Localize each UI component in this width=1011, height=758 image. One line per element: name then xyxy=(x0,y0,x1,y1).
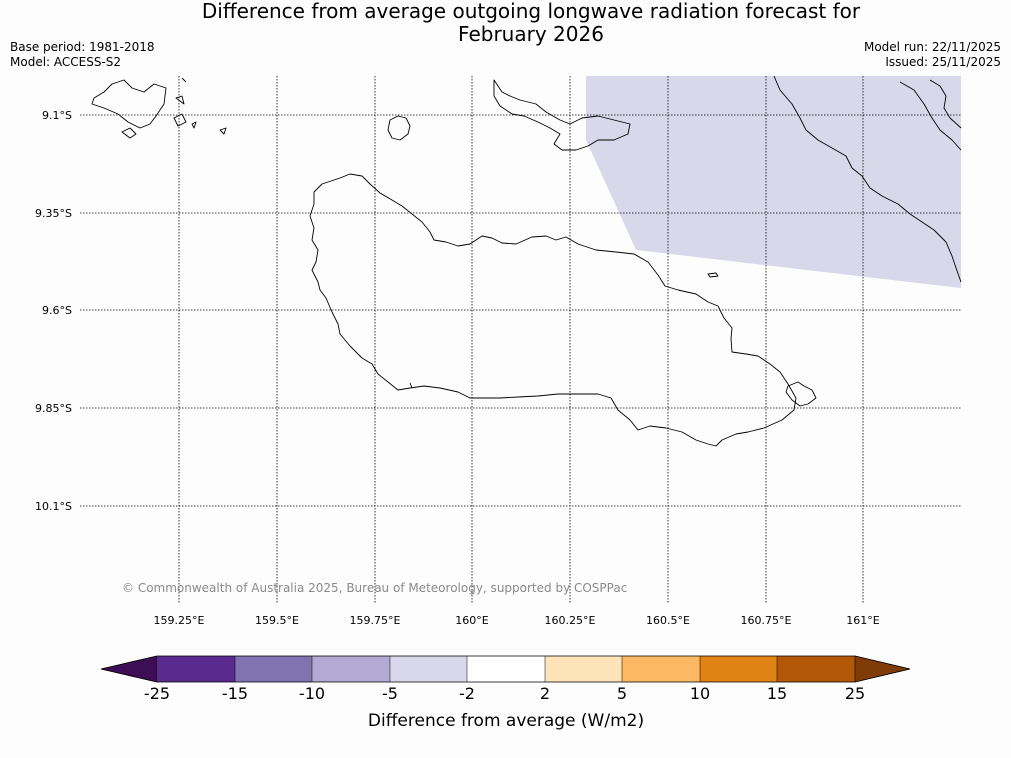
colorbar-label: 5 xyxy=(617,684,627,703)
coastline-islet xyxy=(191,121,197,129)
colorbar-label: -10 xyxy=(299,684,325,703)
colorbar-segment xyxy=(390,656,467,682)
coastline-islet xyxy=(181,77,187,83)
coastline-islet xyxy=(219,127,227,135)
lat-axis: 9.1°S 9.35°S 9.6°S 9.85°S 10.1°S xyxy=(35,109,72,513)
colorbar-segment xyxy=(312,656,390,682)
lon-label: 159.5°E xyxy=(255,614,299,627)
coastline-savo xyxy=(387,115,411,141)
base-period: Base period: 1981-2018 xyxy=(10,40,155,54)
colorbar-label: 25 xyxy=(845,684,865,703)
colorbar-arrow-low xyxy=(100,655,158,683)
lat-label: 9.35°S xyxy=(35,207,72,220)
colorbar-segment xyxy=(235,656,312,682)
coastline-islet xyxy=(121,127,137,139)
meta-right: Model run: 22/11/2025 Issued: 25/11/2025 xyxy=(864,40,1001,70)
lat-label: 9.1°S xyxy=(42,109,72,122)
model-name: Model: ACCESS-S2 xyxy=(10,55,122,69)
title-line-2: February 2026 xyxy=(458,22,604,46)
colorbar-segment xyxy=(700,656,777,682)
coastline-malaita-east xyxy=(929,79,962,129)
lon-label: 160.5°E xyxy=(646,614,690,627)
issued-date: Issued: 25/11/2025 xyxy=(885,55,1001,69)
lat-label: 10.1°S xyxy=(35,500,72,513)
colorbar-labels: -25 -15 -10 -5 -2 2 5 10 15 25 xyxy=(144,684,865,703)
model-run: Model run: 22/11/2025 xyxy=(863,40,1001,54)
coastline-russell xyxy=(91,79,167,129)
lon-label: 159.25°E xyxy=(154,614,205,627)
colorbar-label: -25 xyxy=(144,684,170,703)
title-line-1: Difference from average outgoing longwav… xyxy=(201,0,861,23)
lat-label: 9.6°S xyxy=(42,304,72,317)
coastline-guadalcanal xyxy=(309,173,797,447)
lon-label: 161°E xyxy=(846,614,879,627)
lon-label: 160.75°E xyxy=(741,614,792,627)
colorbar-label: 2 xyxy=(540,684,550,703)
coastline-islet xyxy=(409,382,413,389)
copyright-note: © Commonwealth of Australia 2025, Bureau… xyxy=(122,581,627,595)
colorbar-label: -2 xyxy=(459,684,475,703)
colorbar-label: -5 xyxy=(382,684,398,703)
lon-label: 160°E xyxy=(455,614,488,627)
colorbar-outline xyxy=(100,655,911,683)
colorbar-segment xyxy=(467,656,545,682)
lon-label: 160.25°E xyxy=(545,614,596,627)
colorbar xyxy=(100,655,911,683)
colorbar-segment xyxy=(777,656,855,682)
colorbar-arrow-high xyxy=(854,655,911,683)
lon-label: 159.75°E xyxy=(350,614,401,627)
colorbar-label: 10 xyxy=(690,684,710,703)
meta-left: Base period: 1981-2018 Model: ACCESS-S2 xyxy=(10,40,155,70)
gridlines xyxy=(80,76,961,604)
colorbar-label: -15 xyxy=(222,684,248,703)
colorbar-segment xyxy=(622,656,700,682)
colorbar-label: 15 xyxy=(767,684,787,703)
coastlines xyxy=(91,75,962,447)
coastline-malaita-north xyxy=(899,81,962,151)
shaded-region xyxy=(586,76,961,288)
coastline-marau xyxy=(785,381,817,407)
colorbar-segment xyxy=(545,656,622,682)
lon-axis: 159.25°E 159.5°E 159.75°E 160°E 160.25°E… xyxy=(154,614,880,627)
chart-title: Difference from average outgoing longwav… xyxy=(0,0,1011,46)
lat-label: 9.85°S xyxy=(35,402,72,415)
coastline-malaita xyxy=(773,75,962,283)
colorbar-segment xyxy=(157,656,235,682)
coastline-florida xyxy=(493,79,631,151)
colorbar-title: Difference from average (W/m2) xyxy=(368,711,644,731)
coastline-islet xyxy=(707,272,719,278)
coastline-islet xyxy=(173,113,187,127)
coastline-islet xyxy=(175,95,185,105)
